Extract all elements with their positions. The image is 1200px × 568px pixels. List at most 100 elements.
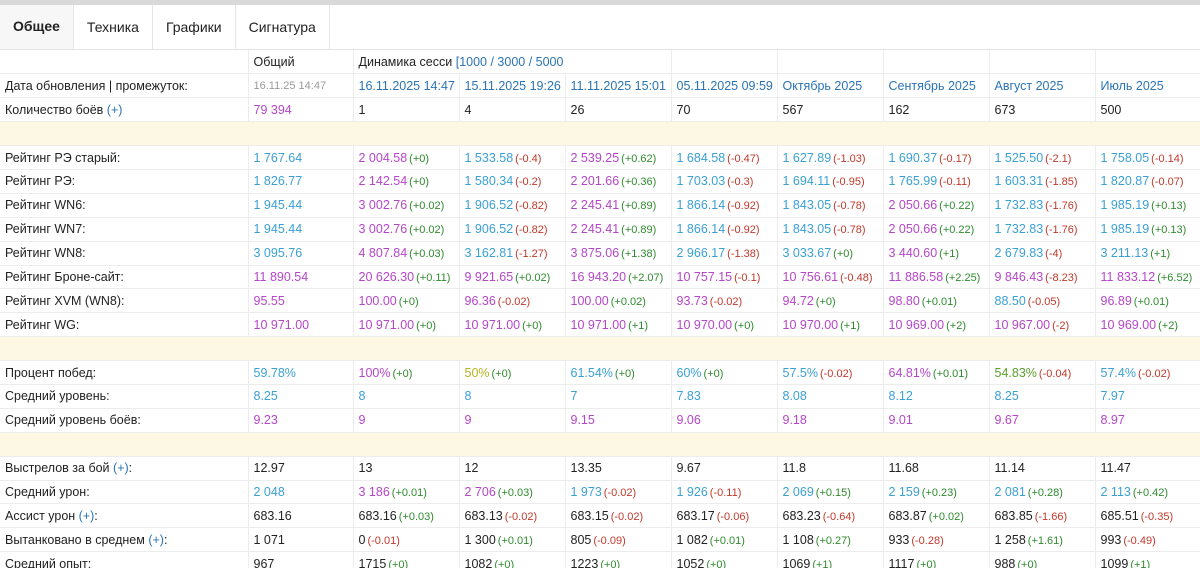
stat-delta: (+0.22) [939, 224, 975, 237]
stat-value: 1 767.64 [253, 150, 303, 165]
stat-value: 3 002.76 [358, 198, 408, 213]
stat-value: 10 969.00 [888, 317, 945, 332]
expand-plus-link[interactable]: (+) [113, 461, 129, 476]
stat-cell: 3 186 (+0.01) [353, 480, 460, 505]
stat-cell: 7.83 [671, 384, 778, 409]
stat-delta: (+0) [522, 319, 542, 332]
stat-cell: 2 245.41 (+0.89) [565, 193, 672, 218]
stat-value: 1 [358, 102, 366, 117]
stat-value: 1 258 [994, 532, 1026, 547]
stat-value: 1 108 [782, 532, 814, 547]
stat-value: 79 394 [253, 102, 292, 117]
table-row: Средний уровень: 8.25 8 8 7 7.83 8.08 8.12 8.25 7… [0, 384, 1200, 409]
stat-value: 1 703.03 [676, 174, 726, 189]
stat-cell: 1 525.50 (-2.1) [989, 145, 1096, 170]
stat-delta: (-0.07) [1151, 176, 1184, 189]
stat-delta: (+2) [946, 319, 966, 332]
stat-cell: 10 757.15 (-0.1) [671, 265, 778, 290]
stat-delta: (+1) [939, 248, 960, 261]
stat-delta: (-0.02) [504, 510, 538, 523]
stat-value: 3 211.13 [1100, 246, 1149, 261]
stat-cell: 8.25 [989, 384, 1096, 409]
stat-delta: (+2) [1158, 319, 1178, 332]
stat-value: 1 945.44 [253, 198, 303, 213]
stat-cell: 1 082 (+0.01) [671, 527, 778, 553]
stat-cell: 1 973 (-0.02) [565, 480, 672, 505]
row-label: Средний опыт: [0, 551, 249, 568]
stat-cell: 1 866.14 (-0.92) [671, 217, 778, 242]
tab-vehicles[interactable]: Техника [74, 5, 153, 49]
stat-cell: 7 [565, 384, 672, 409]
stat-cell: 3 002.76 (+0.02) [353, 217, 460, 242]
stat-cell: 933 (-0.28) [883, 527, 990, 553]
stat-delta: (-1.76) [1045, 224, 1078, 237]
stat-value: 4 [464, 102, 472, 117]
stat-value: 9 921.65 [464, 269, 514, 284]
stat-value: 13 [358, 461, 373, 476]
stat-value: 1 758.05 [1100, 150, 1150, 165]
stat-value: 1 985.19 [1100, 198, 1150, 213]
tab-signature[interactable]: Сигнатура [236, 5, 330, 49]
stat-value: 20 626.30 [358, 269, 415, 284]
stat-cell: 1 694.11 (-0.95) [777, 169, 884, 194]
stat-delta: (-0.04) [1038, 367, 1072, 380]
stat-delta: (+1) [628, 319, 648, 332]
stat-value: 13.35 [570, 461, 602, 476]
stat-value: 9.67 [994, 413, 1019, 428]
stat-delta: (+0.62) [621, 152, 657, 165]
stat-value: 1 906.52 [464, 198, 514, 213]
stat-cell: 10 756.61 (-0.48) [777, 265, 884, 290]
stat-delta: (+1) [1150, 248, 1171, 261]
table-row: Рейтинг Броне-сайт: 11 890.54 20 626.30 (+0… [0, 265, 1200, 290]
stat-cell: 9.06 [671, 408, 778, 433]
stat-value: 2 245.41 [570, 198, 620, 213]
stat-cell: 683.23 (-0.64) [777, 503, 884, 529]
stat-delta: (+0) [409, 176, 430, 189]
stat-value: 1 973 [570, 484, 602, 499]
row-label: Рейтинг WN6: [0, 193, 249, 218]
stat-delta: (-2) [1052, 319, 1070, 332]
stat-delta: (-0.78) [833, 224, 866, 237]
stat-delta: (+0.02) [409, 200, 445, 213]
stat-value: 1 684.58 [676, 150, 726, 165]
stat-cell: 1 767.64 [248, 145, 354, 170]
stat-delta: (+0.03) [409, 248, 445, 261]
stat-delta: (-0.02) [819, 367, 853, 380]
stat-value: 10 969.00 [1100, 317, 1157, 332]
stat-cell: 100.00 (+0) [353, 288, 460, 314]
stat-cell: 98.80 (+0.01) [883, 288, 990, 314]
stat-cell: 8 [459, 384, 566, 409]
tab-general[interactable]: Общее [0, 5, 74, 49]
tab-charts[interactable]: Графики [153, 5, 236, 49]
stat-cell: 1099 (+1) [1095, 551, 1200, 568]
stat-value: 1 765.99 [888, 174, 938, 189]
stat-cell: 8.08 [777, 384, 884, 409]
stat-cell: 2 966.17 (-1.38) [671, 241, 778, 266]
stat-value: 10 971.00 [358, 317, 415, 332]
stat-cell: 1223 (+0) [565, 551, 672, 568]
stat-cell: 93.73 (-0.02) [671, 288, 778, 314]
stat-value: 3 440.60 [888, 246, 938, 261]
expand-plus-link[interactable]: (+) [148, 532, 164, 547]
stat-delta: (+0.11) [416, 271, 451, 284]
stat-cell: 2 048 [248, 480, 354, 505]
stat-value: 1 926 [676, 484, 708, 499]
stat-cell: 54.83% (-0.04) [989, 360, 1096, 385]
stat-cell: 100% (+0) [353, 360, 460, 385]
expand-plus-link[interactable]: (+) [106, 102, 123, 117]
stat-delta: (-0.05) [1027, 295, 1061, 308]
row-label: Вытанковано в среднем (+): [0, 527, 249, 553]
stat-value: 2 113 [1100, 484, 1131, 499]
stat-delta: (-0.2) [515, 176, 542, 189]
stat-cell: 1082 (+0) [459, 551, 566, 568]
stat-value: 685.51 [1100, 508, 1139, 523]
stat-value: 1715 [358, 556, 387, 568]
stat-value: 683.23 [782, 508, 821, 523]
stat-value: 988 [994, 556, 1016, 568]
stat-cell: 11.68 [883, 456, 990, 481]
stat-cell: 59.78% [248, 360, 354, 385]
expand-plus-link[interactable]: (+) [78, 508, 95, 523]
session-range-links[interactable]: [1000 / 3000 / 5000 [455, 54, 564, 69]
stat-cell: 683.15 (-0.02) [565, 503, 672, 529]
stat-cell: 1 300 (+0.01) [459, 527, 566, 553]
